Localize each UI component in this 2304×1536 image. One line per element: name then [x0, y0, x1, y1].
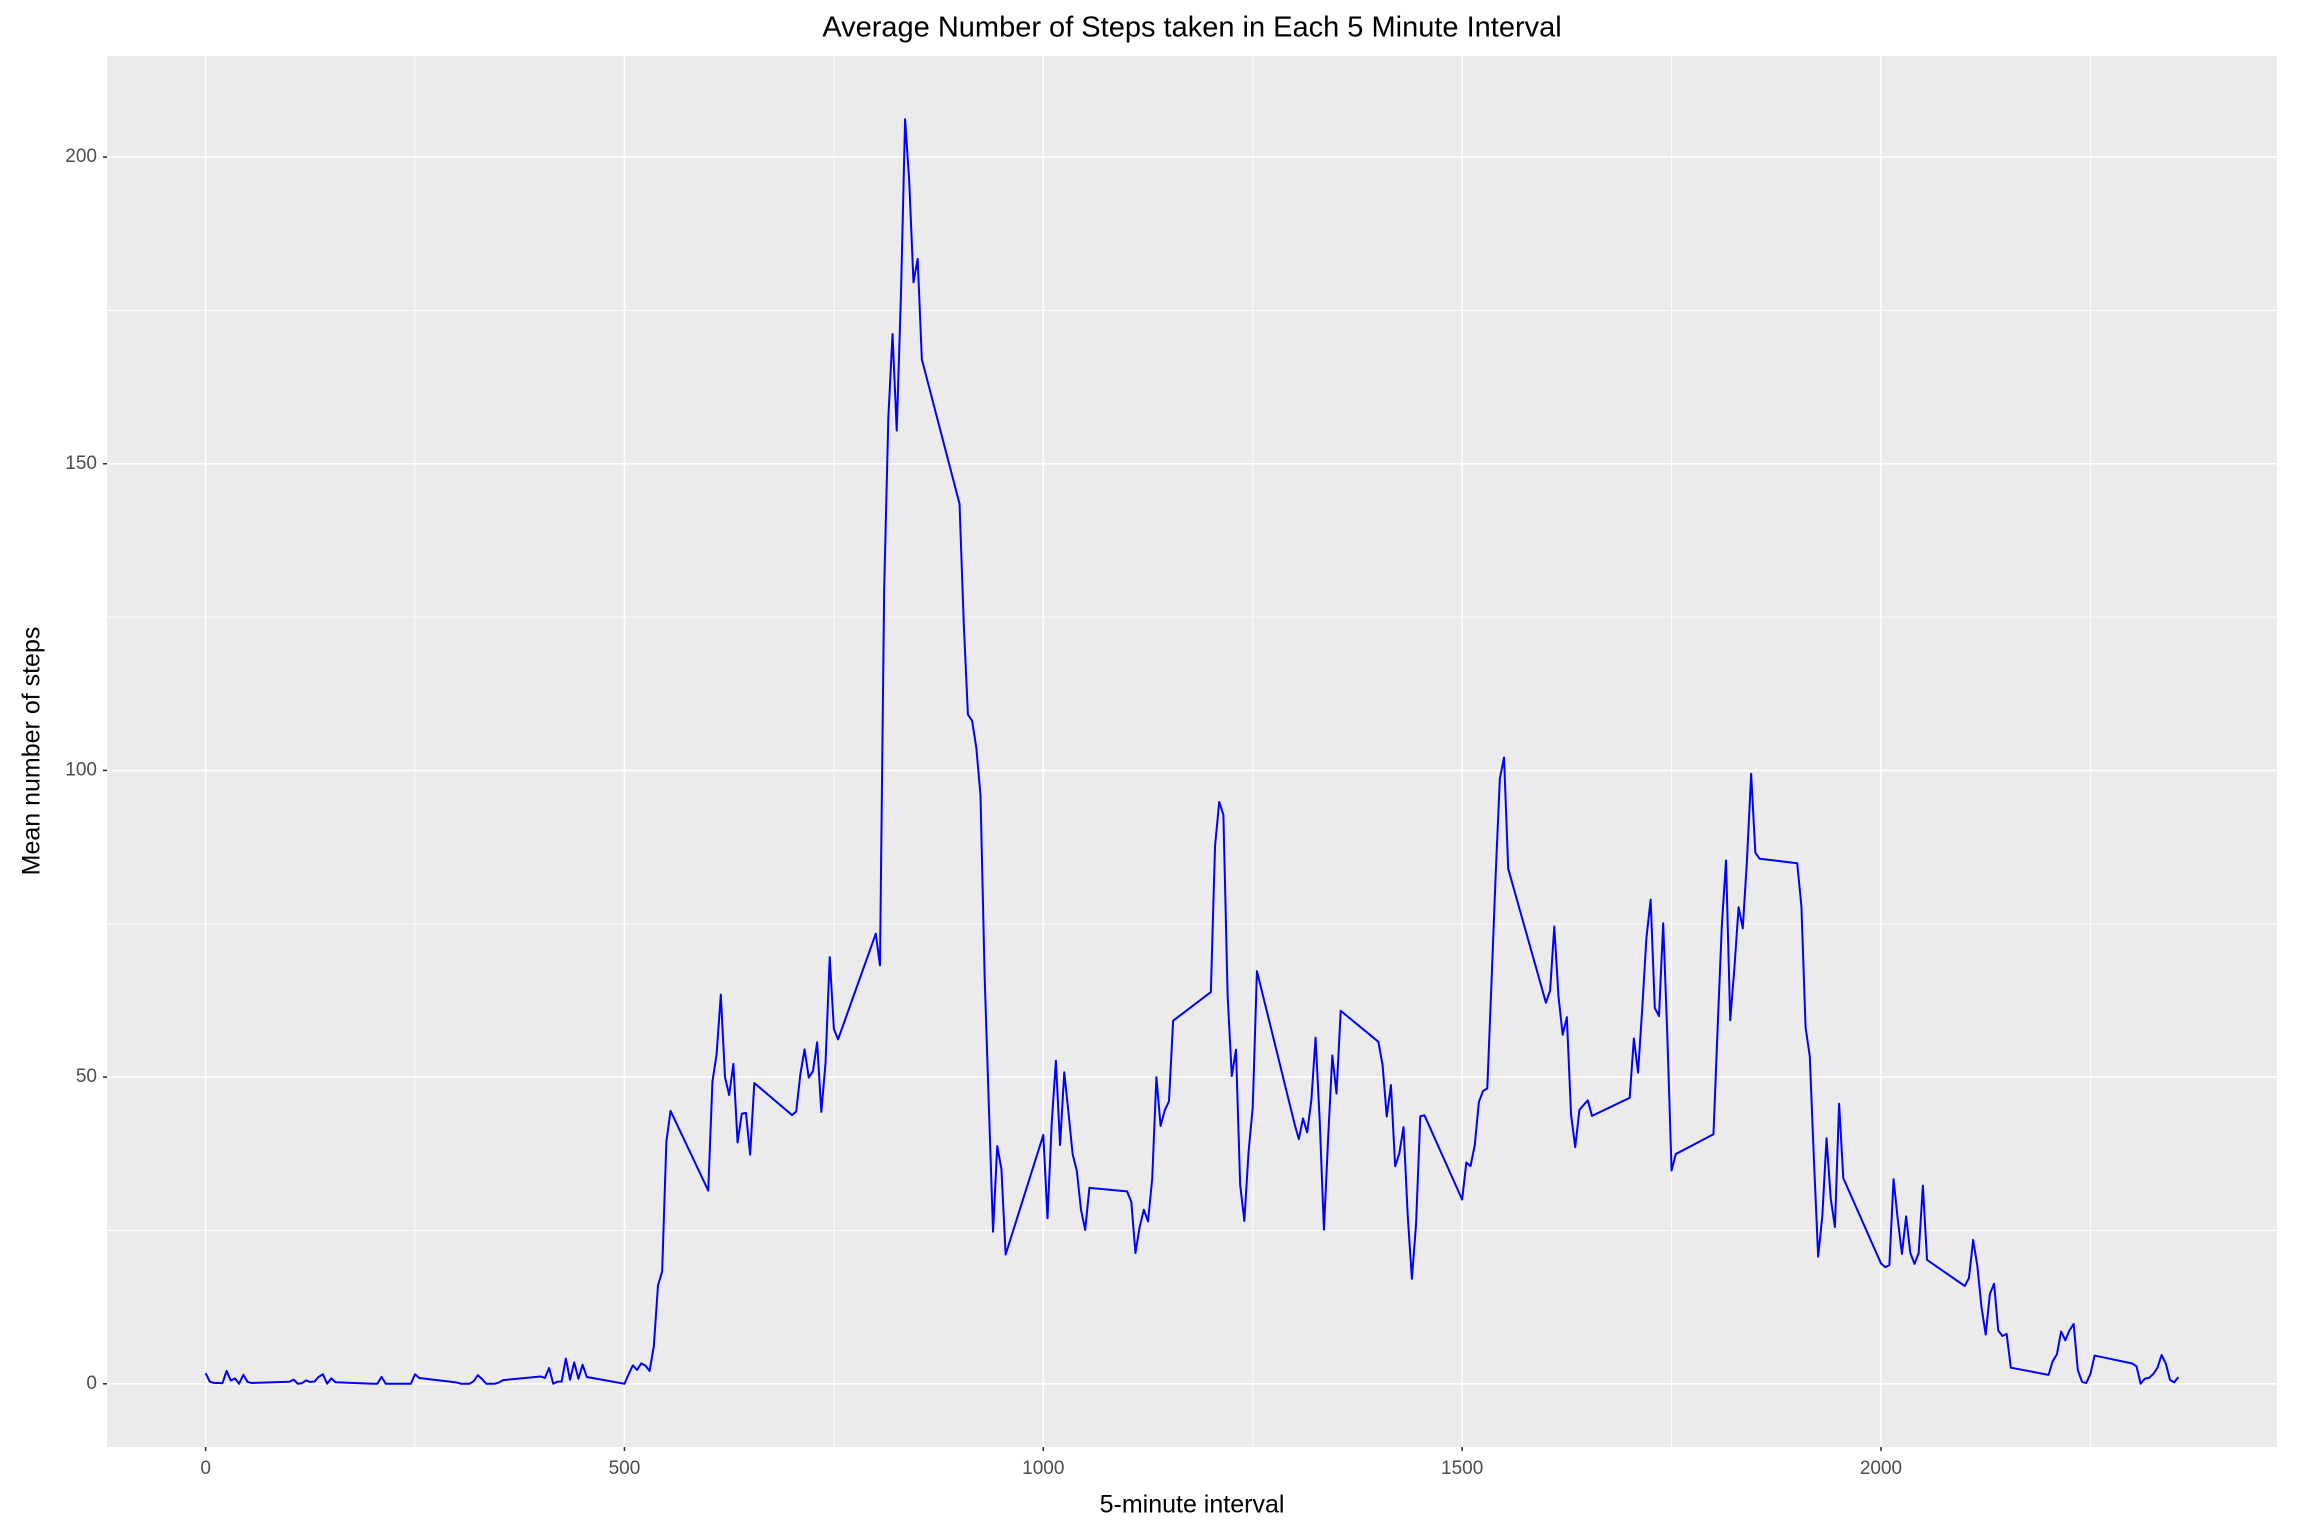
y-tick-label: 150 — [65, 453, 97, 474]
x-tick-label: 500 — [609, 1458, 641, 1479]
y-tick-label: 0 — [86, 1373, 97, 1394]
x-axis-title: 5-minute interval — [1100, 1491, 1285, 1519]
y-tick-label: 50 — [76, 1066, 97, 1087]
x-tick-label: 1000 — [1022, 1458, 1064, 1479]
x-tick-label: 2000 — [1860, 1458, 1902, 1479]
series-line — [204, 118, 2180, 1385]
chart-title: Average Number of Steps taken in Each 5 … — [822, 12, 1561, 44]
x-tick-label: 0 — [200, 1458, 211, 1479]
panel — [107, 56, 2277, 1447]
y-tick-label: 200 — [65, 146, 97, 167]
grid — [107, 56, 2277, 1447]
y-tick-label: 100 — [65, 759, 97, 780]
marks — [204, 118, 2180, 1385]
y-axis-title: Mean number of steps — [18, 627, 46, 876]
x-tick-label: 1500 — [1441, 1458, 1483, 1479]
